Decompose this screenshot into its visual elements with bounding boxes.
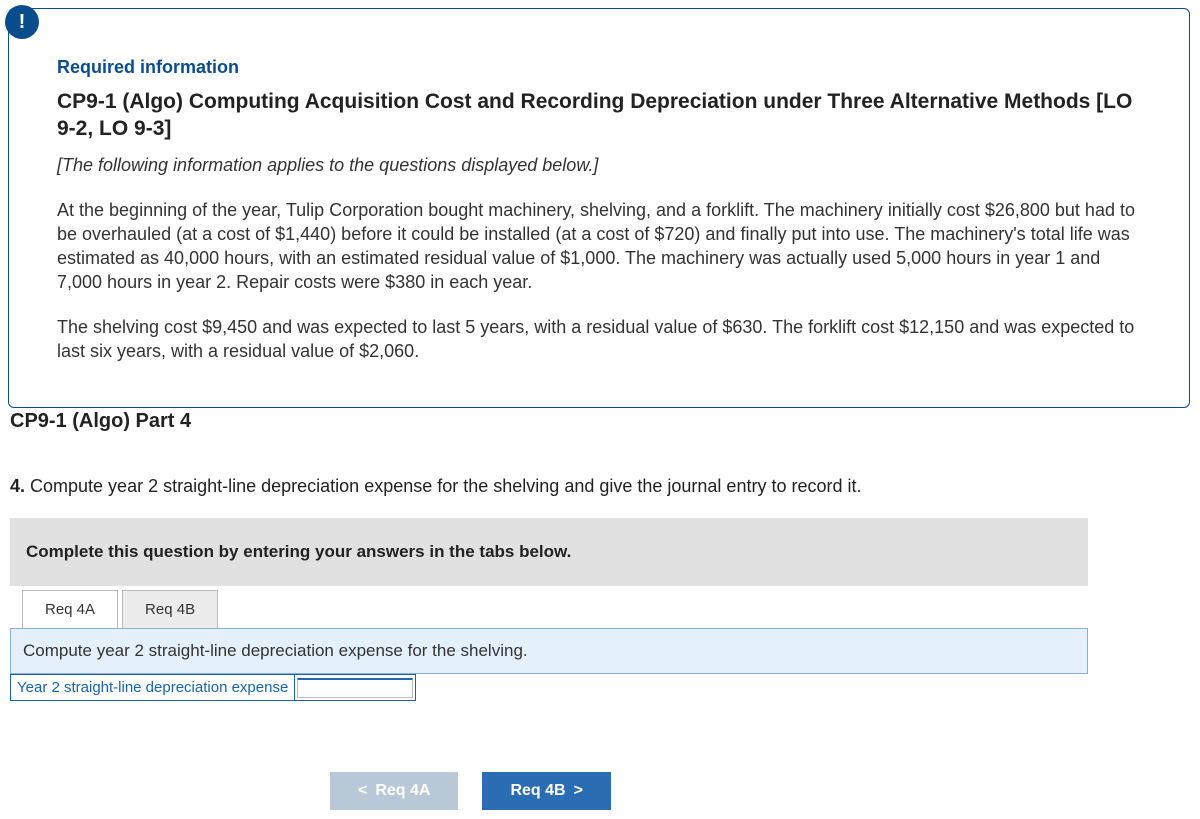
required-info-label: Required information <box>57 57 1141 78</box>
tabs-row: Req 4A Req 4B <box>10 586 1088 628</box>
table-row: Year 2 straight-line depreciation expens… <box>11 675 416 701</box>
info-box: ! Required information CP9-1 (Algo) Comp… <box>8 8 1190 408</box>
tab-req-4a[interactable]: Req 4A <box>22 590 118 628</box>
tab-description: Compute year 2 straight-line depreciatio… <box>10 628 1088 674</box>
body-paragraph-1: At the beginning of the year, Tulip Corp… <box>57 198 1141 295</box>
tab-req-4b[interactable]: Req 4B <box>122 590 218 628</box>
chevron-left-icon: < <box>358 782 367 800</box>
problem-title: CP9-1 (Algo) Computing Acquisition Cost … <box>57 88 1141 143</box>
alert-icon: ! <box>5 5 39 39</box>
instruction-bar: Complete this question by entering your … <box>10 518 1088 586</box>
input-cell <box>295 675 416 701</box>
next-button[interactable]: Req 4B > <box>482 772 610 810</box>
next-label: Req 4B <box>510 782 565 800</box>
prev-button[interactable]: < Req 4A <box>330 772 458 810</box>
question-text: 4. Compute year 2 straight-line deprecia… <box>10 476 862 497</box>
prev-label: Req 4A <box>375 782 430 800</box>
chevron-right-icon: > <box>574 782 583 800</box>
part-title: CP9-1 (Algo) Part 4 <box>10 410 191 433</box>
question-number: 4. <box>10 476 25 496</box>
answer-area: Complete this question by entering your … <box>10 518 1088 701</box>
answer-table: Year 2 straight-line depreciation expens… <box>10 674 416 701</box>
body-paragraph-2: The shelving cost $9,450 and was expecte… <box>57 315 1141 364</box>
depreciation-input[interactable] <box>297 678 413 698</box>
nav-buttons: < Req 4A Req 4B > <box>330 772 611 810</box>
applies-note: [The following information applies to th… <box>57 155 1141 176</box>
question-body: Compute year 2 straight-line depreciatio… <box>25 476 861 496</box>
row-label: Year 2 straight-line depreciation expens… <box>11 675 295 701</box>
